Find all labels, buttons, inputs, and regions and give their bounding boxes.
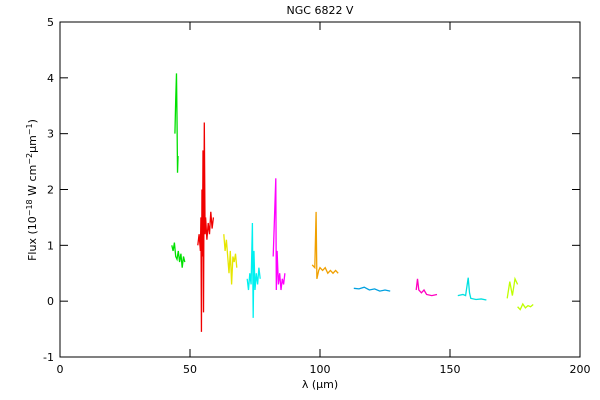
spectrum-line — [272, 178, 286, 291]
spectrum-line — [246, 222, 261, 318]
y-tick-label: 2 — [47, 184, 54, 197]
y-label-part: W cm — [26, 165, 39, 200]
spectrum-line — [171, 242, 186, 268]
spectrum-line — [457, 277, 487, 301]
y-label-part: ) — [26, 119, 39, 123]
y-tick-label: 3 — [47, 128, 54, 141]
spectrum-line — [197, 122, 215, 332]
spectrum-line — [353, 286, 391, 292]
spectrum-line — [311, 211, 339, 279]
y-label-superscript: −2 — [25, 153, 34, 165]
y-label-superscript: −1 — [25, 123, 34, 135]
y-tick-label: 5 — [47, 16, 54, 29]
chart-title: NGC 6822 V — [287, 4, 354, 17]
x-tick-label: 150 — [440, 363, 461, 376]
y-axis-label: Flux (10−18 W cm−2μm−1) — [25, 119, 40, 261]
spectrum-line — [415, 278, 438, 297]
spectrum-line — [517, 302, 534, 311]
x-tick-label: 200 — [570, 363, 591, 376]
x-tick-label: 50 — [183, 363, 197, 376]
spectrum-line — [174, 73, 179, 173]
y-tick-label: 0 — [47, 295, 54, 308]
y-tick-label: 4 — [47, 72, 54, 85]
x-tick-label: 0 — [57, 363, 64, 376]
y-label-part: μm — [26, 135, 39, 153]
x-axis-label: λ (μm) — [302, 378, 338, 391]
spectrum-line — [506, 276, 519, 299]
x-tick-label: 100 — [310, 363, 331, 376]
y-tick-label: -1 — [43, 351, 54, 364]
plot-frame — [59, 21, 581, 358]
y-tick-label: 1 — [47, 239, 54, 252]
y-label-superscript: −18 — [25, 199, 34, 216]
y-label-part: Flux (10 — [26, 216, 39, 261]
spectrum-line — [223, 234, 238, 285]
